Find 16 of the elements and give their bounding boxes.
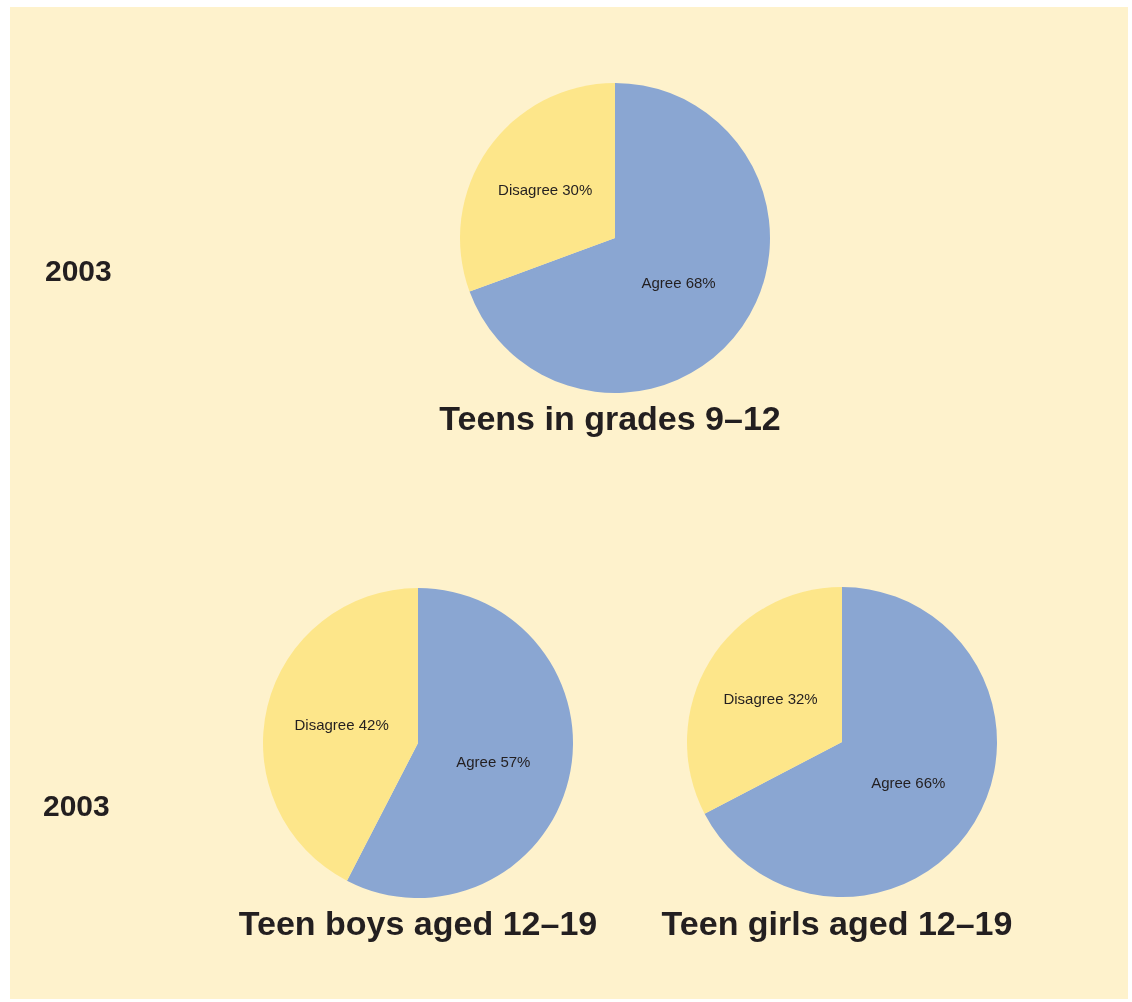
slice-label: Agree 68% xyxy=(641,273,716,291)
slice-label: Disagree 30% xyxy=(498,180,593,198)
pie-slice xyxy=(263,588,418,881)
text: Teen girls aged 12–19 xyxy=(661,903,1013,942)
text: Teens in grades 9–12 xyxy=(439,398,781,437)
slice-label: Agree 57% xyxy=(456,752,531,770)
text: 2003 xyxy=(43,789,110,822)
slice-label: Agree 66% xyxy=(871,773,946,791)
text: Teen boys aged 12–19 xyxy=(238,903,598,942)
slice-label: Disagree 32% xyxy=(723,690,818,708)
text: 2003 xyxy=(45,254,112,287)
pie-slice xyxy=(704,587,997,897)
pie-slice xyxy=(687,587,842,814)
pie-slice xyxy=(460,83,615,292)
pie-slice xyxy=(469,83,770,393)
slice-label: Disagree 42% xyxy=(294,715,389,733)
